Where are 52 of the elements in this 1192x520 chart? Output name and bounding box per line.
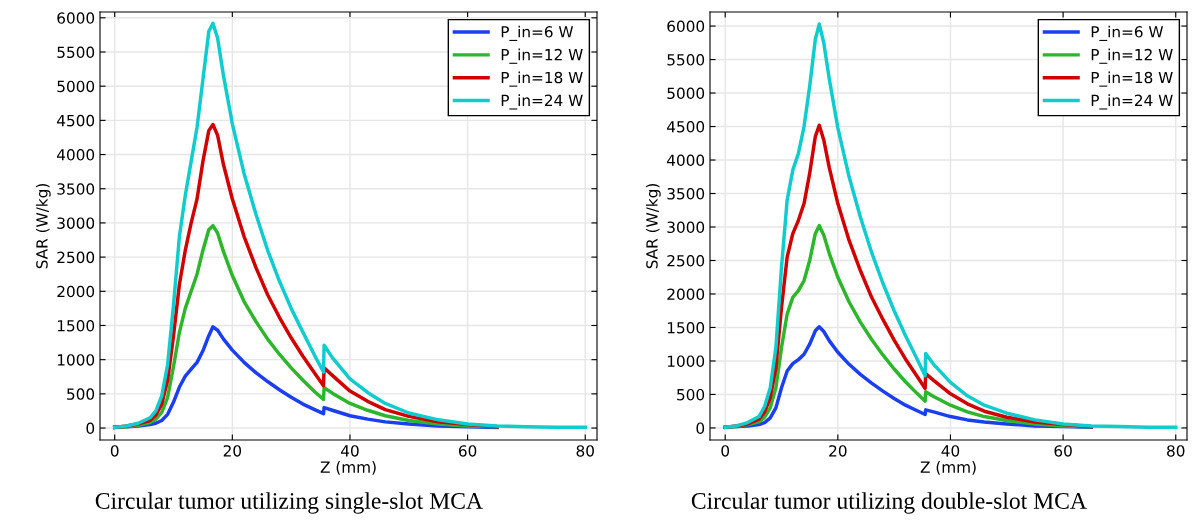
y-tick-label: 1000 xyxy=(57,354,95,366)
legend-label: P_in=18 W xyxy=(1091,71,1173,87)
y-axis-title: SAR (W/kg) xyxy=(645,184,661,269)
x-tick-label: 40 xyxy=(941,445,960,457)
x-axis-title: Z (mm) xyxy=(920,461,976,475)
x-tick-label: 60 xyxy=(458,445,477,457)
y-tick-label: 4000 xyxy=(667,154,705,167)
y-tick-label: 3500 xyxy=(57,183,95,195)
x-tick-label: 80 xyxy=(1167,445,1185,457)
y-tick-label: 4000 xyxy=(57,149,95,161)
x-axis-title: Z (mm) xyxy=(320,461,376,475)
y-tick-label: 3000 xyxy=(667,221,705,234)
y-tick-label: 3500 xyxy=(667,187,705,200)
y-tick-label: 3000 xyxy=(57,217,95,229)
legend-label: P_in=12 W xyxy=(501,48,583,64)
y-tick-label: 5000 xyxy=(57,80,95,93)
text: Circular tumor utilizing double-slot MCA xyxy=(691,492,1087,514)
legend-label: P_in=24 W xyxy=(501,94,583,110)
y-tick-label: 0 xyxy=(696,422,705,434)
y-tick-label: 2000 xyxy=(57,285,95,298)
x-tick-label: 40 xyxy=(341,445,359,457)
x-tick-label: 0 xyxy=(721,445,730,457)
y-axis-title: SAR (W/kg) xyxy=(35,184,51,269)
y-tick-label: 5500 xyxy=(667,54,705,66)
text: Circular tumor utilizing single-slot MCA xyxy=(95,492,483,514)
x-tick-label: 20 xyxy=(223,445,242,457)
y-tick-label: 1500 xyxy=(667,321,705,334)
y-tick-label: 6000 xyxy=(667,20,705,33)
y-tick-label: 5500 xyxy=(57,46,95,59)
y-tick-label: 500 xyxy=(67,388,95,400)
legend-label: P_in=24 W xyxy=(1091,94,1173,110)
legend-label: P_in=6 W xyxy=(1091,25,1164,41)
line-series xyxy=(723,22,1178,430)
y-tick-label: 4500 xyxy=(667,121,705,133)
y-tick-label: 5000 xyxy=(667,87,705,100)
y-tick-label: 4500 xyxy=(57,114,95,127)
y-tick-label: 1000 xyxy=(667,355,705,367)
legend-label: P_in=18 W xyxy=(501,71,583,87)
line-series xyxy=(112,21,587,430)
legend-label: P_in=12 W xyxy=(1091,48,1173,64)
legend-label: P_in=6 W xyxy=(501,25,574,41)
x-tick-label: 0 xyxy=(110,445,119,457)
x-tick-label: 60 xyxy=(1054,445,1072,457)
y-tick-label: 500 xyxy=(677,388,705,401)
y-tick-label: 0 xyxy=(86,422,95,435)
y-tick-label: 1500 xyxy=(57,319,95,332)
y-tick-label: 6000 xyxy=(57,12,95,24)
y-tick-label: 2000 xyxy=(667,288,705,301)
y-tick-label: 2500 xyxy=(667,254,705,267)
x-tick-label: 20 xyxy=(829,445,847,457)
y-tick-label: 2500 xyxy=(57,251,95,264)
x-tick-label: 80 xyxy=(576,445,594,457)
